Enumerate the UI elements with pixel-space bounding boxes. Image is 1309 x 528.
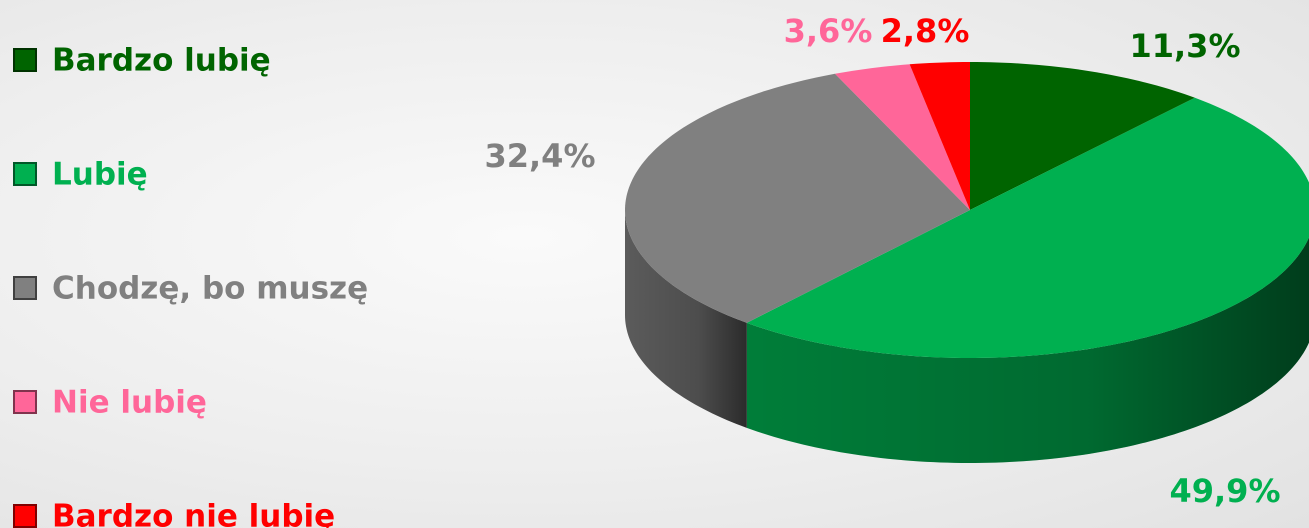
value-label: 32,4% bbox=[484, 137, 595, 175]
legend-swatch bbox=[13, 390, 37, 414]
slice-side-shade bbox=[746, 237, 1309, 463]
legend-label: Lubię bbox=[52, 157, 148, 193]
slice bbox=[625, 73, 970, 323]
value-label: 49,9% bbox=[1169, 472, 1280, 510]
slice-side-shade bbox=[625, 210, 747, 428]
legend-swatch bbox=[13, 504, 37, 528]
value-label: 3,6% bbox=[784, 12, 873, 50]
legend-label: Bardzo lubię bbox=[52, 43, 271, 79]
legend-swatch bbox=[13, 276, 37, 300]
legend-label: Nie lubię bbox=[52, 385, 207, 421]
slice bbox=[834, 64, 970, 210]
legend-swatch bbox=[13, 162, 37, 186]
slice bbox=[746, 97, 1309, 358]
legend-label: Chodzę, bo muszę bbox=[52, 271, 368, 307]
value-label: 11,3% bbox=[1129, 27, 1240, 65]
legend-swatch bbox=[13, 48, 37, 72]
slice bbox=[970, 62, 1195, 210]
slice bbox=[909, 62, 970, 210]
legend-label: Bardzo nie lubię bbox=[52, 499, 335, 528]
value-label: 2,8% bbox=[881, 12, 970, 50]
